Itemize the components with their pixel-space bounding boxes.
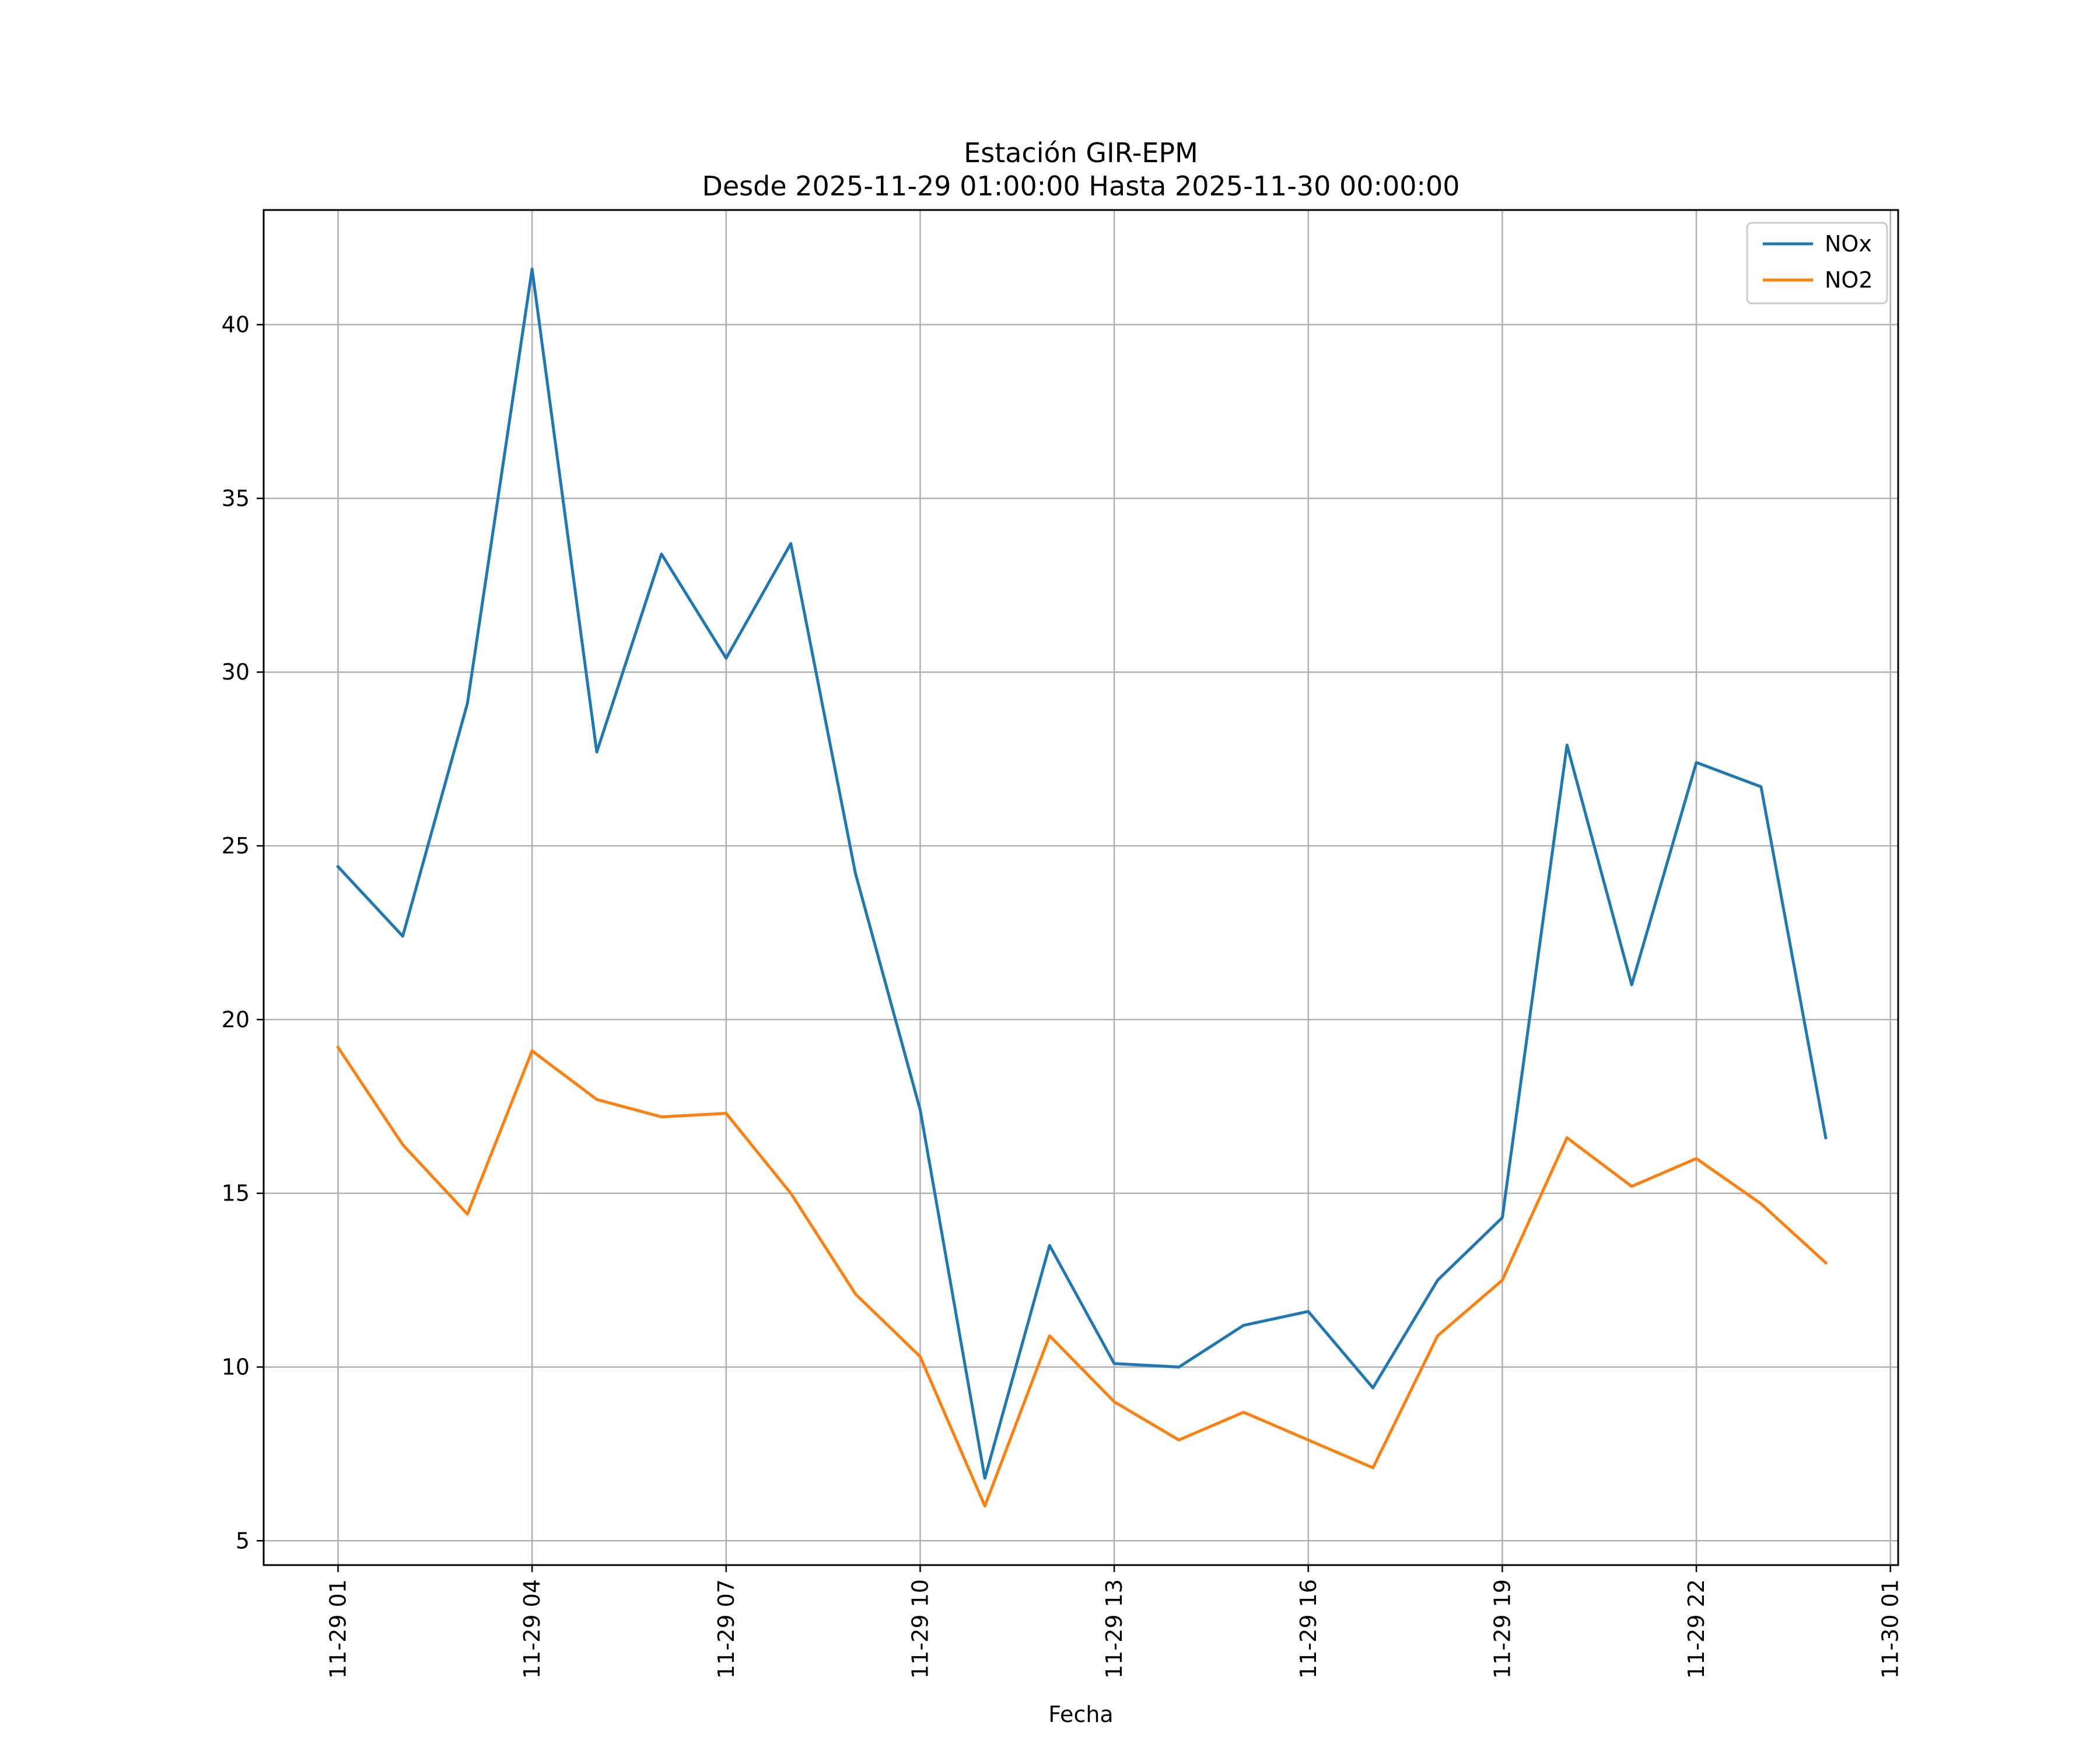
x-tick-label: 11-29 22 [1684, 1579, 1709, 1679]
chart-subtitle: Desde 2025-11-29 01:00:00 Hasta 2025-11-… [702, 170, 1460, 202]
y-tick-label: 10 [222, 1354, 250, 1380]
y-tick-label: 20 [222, 1007, 250, 1032]
x-tick-label: 11-29 10 [907, 1579, 933, 1679]
x-tick-label: 11-29 07 [713, 1579, 739, 1679]
chart-title: Estación GIR-EPM [964, 137, 1198, 169]
x-tick-label: 11-30 01 [1878, 1579, 1903, 1679]
x-axis: 11-29 01 11-29 04 11-29 07 11-29 10 11-29 13… [326, 1565, 1903, 1679]
x-tick-label: 11-29 13 [1101, 1579, 1127, 1679]
x-tick-label: 11-29 19 [1489, 1579, 1515, 1679]
y-axis: 5 10 15 20 25 30 35 40 [222, 312, 264, 1553]
series-line-no2 [336, 1045, 1828, 1508]
series-layer [335, 267, 1828, 1508]
legend-label-nox: NOx [1825, 231, 1872, 257]
y-tick-label: 30 [222, 659, 250, 685]
legend-label-no2: NO2 [1825, 267, 1873, 293]
y-tick-label: 40 [222, 312, 250, 338]
x-tick-label: 11-29 04 [519, 1579, 545, 1679]
plot-frame [262, 209, 1899, 1566]
series-line-nox [335, 267, 1828, 1480]
x-axis-label: Fecha [1048, 1702, 1113, 1727]
grid-layer [264, 210, 1898, 1565]
x-tick-label: 11-29 16 [1296, 1579, 1321, 1679]
y-tick-label: 5 [236, 1528, 250, 1553]
legend: NOx NO2 [1746, 222, 1888, 304]
y-tick-label: 15 [222, 1181, 250, 1206]
x-tick-label: 11-29 01 [326, 1579, 351, 1679]
y-tick-label: 25 [222, 833, 250, 859]
legend-entries: NOx NO2 [1763, 231, 1873, 293]
y-tick-label: 35 [222, 485, 250, 511]
